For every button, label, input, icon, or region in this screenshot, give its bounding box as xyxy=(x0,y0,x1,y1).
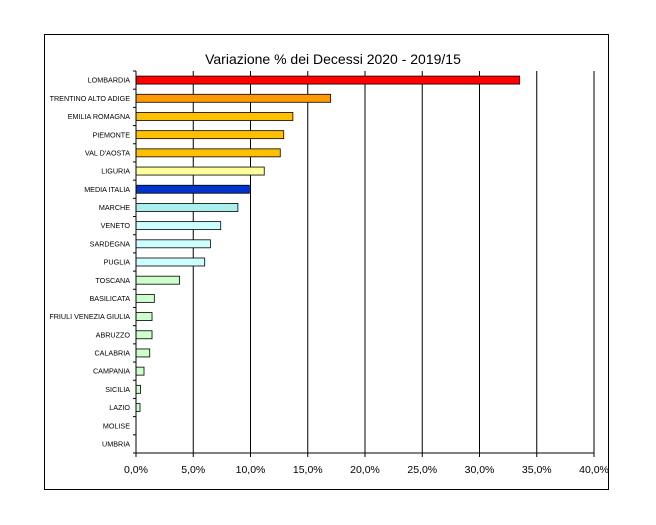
chart-title: Variazione % dei Decessi 2020 - 2019/15 xyxy=(205,51,461,67)
bar xyxy=(135,257,206,267)
x-tick-label: 25,0% xyxy=(407,464,437,476)
x-axis-tick-labels: 0,0% 5,0% 10,0% 15,0% 20,0% 25,0% 30,0% 35,0% 40… xyxy=(124,453,608,476)
x-tick-label: 35,0% xyxy=(522,464,552,476)
category-label: EMILIA ROMAGNA xyxy=(68,112,131,121)
x-tick-label: 30,0% xyxy=(465,464,495,476)
category-label: LIGURIA xyxy=(101,167,130,176)
bar xyxy=(135,184,250,194)
grid-lines xyxy=(192,71,595,453)
x-tick-label: 15,0% xyxy=(293,464,323,476)
bar xyxy=(135,221,222,231)
category-label: TOSCANA xyxy=(95,276,130,285)
axes xyxy=(133,70,594,454)
bar xyxy=(135,275,180,285)
x-tick-label: 40,0% xyxy=(579,464,608,476)
category-label: SICILIA xyxy=(105,385,130,394)
category-label: PIEMONTE xyxy=(92,130,130,139)
category-label: BASILICATA xyxy=(90,294,131,303)
category-label: TRENTINO ALTO ADIGE xyxy=(50,94,131,103)
category-label: MOLISE xyxy=(103,421,130,430)
category-label: PUGLIA xyxy=(104,258,131,267)
bar xyxy=(135,75,520,85)
bar-chart: Variazione % dei Decessi 2020 - 2019/15 … xyxy=(49,51,608,476)
bar xyxy=(135,403,141,412)
bar xyxy=(135,93,332,103)
category-label: MARCHE xyxy=(99,203,130,212)
x-tick-label: 10,0% xyxy=(236,464,266,476)
bar xyxy=(135,112,294,121)
category-label: CAMPANIA xyxy=(93,367,130,376)
x-tick-label: 0,0% xyxy=(124,464,148,476)
bar xyxy=(135,293,155,303)
category-label: MEDIA ITALIA xyxy=(84,185,130,194)
category-label: LOMBARDIA xyxy=(88,76,131,85)
category-label: UMBRIA xyxy=(102,440,130,449)
bars xyxy=(135,75,520,412)
chart-frame: Variazione % dei Decessi 2020 - 2019/15 … xyxy=(44,34,609,490)
bar xyxy=(135,330,153,340)
category-label: CALABRIA xyxy=(94,349,130,358)
x-tick-label: 5,0% xyxy=(181,464,205,476)
category-label: VAL D'AOSTA xyxy=(85,148,130,157)
x-tick-label: 20,0% xyxy=(350,464,380,476)
category-labels: LOMBARDIA TRENTINO ALTO ADIGE EMILIA ROMAG… xyxy=(49,76,130,449)
bar xyxy=(135,348,151,358)
bar xyxy=(135,203,239,212)
bar xyxy=(135,312,153,321)
category-label: LAZIO xyxy=(109,403,130,412)
bar xyxy=(135,366,145,376)
bar xyxy=(135,166,265,176)
bar xyxy=(135,130,285,140)
category-label: VENETO xyxy=(101,221,131,230)
bar xyxy=(135,239,211,249)
category-label: FRIULI VENEZIA GIULIA xyxy=(49,312,130,321)
bar xyxy=(135,384,141,394)
category-label: SARDEGNA xyxy=(90,239,131,248)
bar xyxy=(135,148,281,158)
category-label: ABRUZZO xyxy=(96,330,131,339)
